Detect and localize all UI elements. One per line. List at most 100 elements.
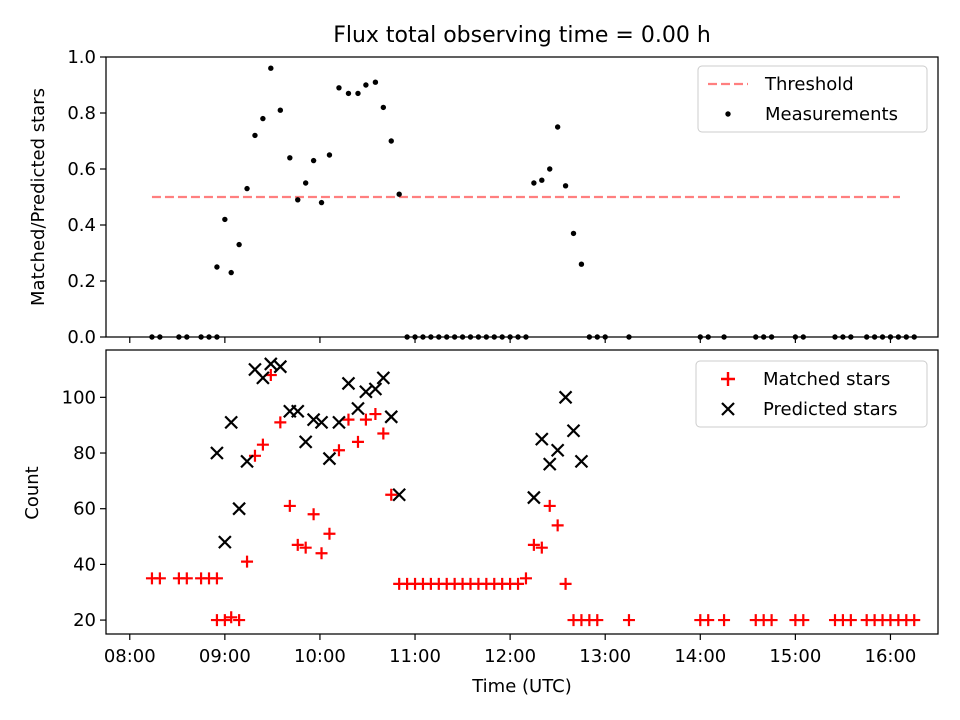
measurement-point	[626, 334, 632, 340]
predicted-star-marker	[558, 390, 573, 405]
matched-star-marker	[323, 527, 336, 540]
matched-star-marker	[908, 614, 921, 627]
predicted-star-marker	[273, 359, 288, 374]
measurement-point	[768, 334, 775, 340]
x-axis-label: Time (UTC)	[471, 676, 572, 697]
measurement-point	[547, 166, 553, 172]
predicted-star-marker	[341, 376, 356, 391]
measurement-point	[345, 90, 352, 97]
count-y-tick-label: 40	[73, 554, 96, 575]
measurement-point	[244, 185, 250, 192]
count-legend: Matched stars Predicted stars	[695, 360, 928, 428]
measurement-point	[252, 132, 258, 139]
measurement-point	[310, 157, 317, 164]
measurement-point	[499, 334, 505, 340]
count-y-ticks: 20 40 60 80 100	[62, 387, 106, 631]
legend-predicted-swatch	[721, 402, 735, 416]
matched-stars-layer	[145, 369, 921, 627]
predicted-star-marker	[550, 443, 565, 458]
x-tick-label: 09:00	[199, 646, 251, 667]
x-tick-label: 16:00	[865, 646, 917, 667]
predicted-stars-layer	[210, 357, 589, 549]
count-y-tick-label: 60	[73, 499, 96, 520]
matched-star-marker	[622, 614, 635, 627]
predicted-star-marker	[306, 412, 321, 427]
matched-star-marker	[765, 614, 778, 627]
matched-star-marker	[718, 614, 731, 627]
x-tick-label: 08:00	[104, 646, 156, 667]
chart-title: Flux total observing time = 0.00 h	[333, 23, 711, 48]
measurement-point	[396, 191, 402, 197]
matched-star-marker	[535, 541, 548, 554]
measurement-point	[355, 90, 361, 97]
measurement-point	[444, 334, 450, 340]
matched-star-marker	[299, 541, 312, 554]
predicted-star-marker	[264, 357, 278, 371]
measurement-point	[863, 334, 870, 340]
matched-star-marker	[797, 614, 810, 627]
measurement-point	[491, 334, 497, 340]
matched-star-marker	[283, 499, 296, 512]
measurement-point	[483, 334, 490, 340]
matched-star-marker	[225, 611, 238, 624]
count-x-ticks: 08:00 09:00 10:00 11:00 12:00 13:00 14:00 15:00…	[104, 634, 917, 667]
measurement-point	[228, 269, 234, 276]
predicted-star-marker	[542, 457, 557, 471]
measurement-point	[840, 334, 846, 340]
predicted-star-marker	[290, 404, 305, 419]
measurement-point	[531, 180, 537, 186]
measurement-point	[871, 334, 878, 340]
measurement-point	[562, 183, 569, 189]
matched-star-marker	[233, 614, 246, 627]
matched-star-marker	[256, 438, 269, 451]
predicted-star-marker	[210, 446, 224, 460]
matched-star-marker	[844, 614, 857, 627]
predicted-star-marker	[232, 501, 246, 516]
predicted-star-marker	[368, 382, 383, 396]
measurement-point	[149, 334, 155, 340]
ratio-y-axis-label: Matched/Predicted stars	[28, 88, 49, 306]
ratio-legend: Threshold Measurements	[697, 65, 928, 133]
measurement-point	[157, 334, 163, 340]
matched-star-marker	[274, 416, 287, 429]
measurement-point	[295, 197, 301, 203]
matched-star-marker	[210, 572, 223, 585]
x-tick-label: 15:00	[769, 646, 821, 667]
matched-star-marker	[359, 413, 372, 426]
predicted-star-marker	[224, 415, 238, 430]
legend-predicted-label: Predicted stars	[763, 399, 897, 420]
measurement-point	[176, 334, 182, 340]
measurement-point	[554, 124, 561, 130]
legend-matched-swatch	[721, 372, 735, 386]
matched-star-marker	[385, 488, 398, 501]
measurement-point	[268, 65, 274, 71]
measurement-point	[236, 241, 242, 248]
ratio-y-tick-label: 0.4	[67, 215, 96, 236]
measurement-point	[184, 334, 190, 340]
matched-star-marker	[377, 427, 390, 440]
measurement-point	[214, 334, 220, 340]
measurement-point	[586, 334, 593, 340]
measurement-point	[302, 180, 309, 186]
x-tick-label: 11:00	[389, 646, 441, 667]
measurement-point	[594, 334, 600, 340]
measurement-point	[326, 152, 333, 158]
matched-star-marker	[332, 444, 345, 457]
predicted-star-marker	[535, 432, 549, 446]
matched-star-marker	[307, 508, 320, 521]
measurement-point	[380, 104, 387, 111]
ratio-y-tick-label: 0.0	[67, 327, 96, 348]
matched-star-marker	[369, 408, 382, 421]
ratio-y-tick-label: 0.2	[67, 271, 96, 292]
measurement-point	[879, 334, 886, 340]
x-tick-label: 14:00	[674, 646, 726, 667]
matched-star-marker	[248, 449, 261, 462]
legend-measurements-swatch	[725, 111, 731, 117]
measurement-point	[260, 115, 266, 122]
measurement-point	[388, 138, 394, 144]
matched-star-marker	[702, 614, 715, 627]
measurement-point	[578, 261, 585, 267]
legend-measurements-label: Measurements	[765, 104, 898, 125]
measurement-point	[372, 79, 379, 85]
